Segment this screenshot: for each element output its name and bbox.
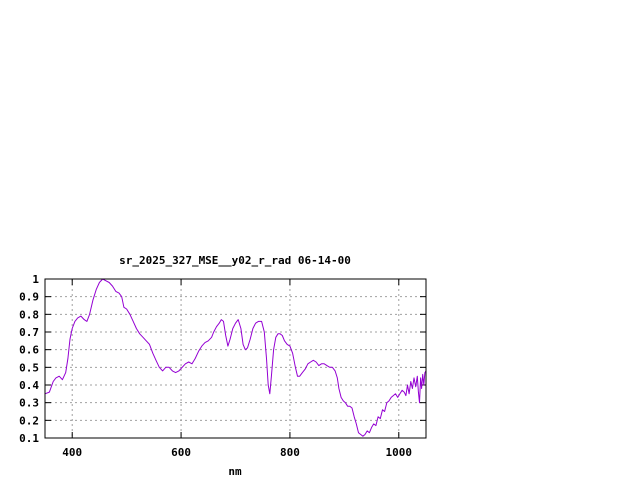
y-tick-label: 0.1	[19, 432, 39, 445]
x-axis-label: nm	[228, 465, 242, 478]
x-tick-labels: 400 600 800 1000	[62, 446, 412, 459]
y-tick-label: 0.5	[19, 361, 39, 374]
y-tick-label: 0.7	[19, 326, 39, 339]
y-tick-labels: 0.1 0.2 0.3 0.4 0.5 0.6 0.7 0.8 0.9 1	[19, 273, 39, 445]
series-line	[44, 278, 427, 437]
axis-ticks	[45, 278, 426, 439]
y-tick-label: 0.9	[19, 291, 39, 304]
x-tick-label: 600	[171, 446, 191, 459]
chart-title: sr_2025_327_MSE__y02_r_rad 06-14-00	[119, 254, 351, 267]
y-tick-label: 0.3	[19, 397, 39, 410]
plot-frame	[44, 278, 427, 439]
x-tick-label: 400	[62, 446, 82, 459]
y-tick-label: 0.6	[19, 344, 39, 357]
grid-lines	[45, 279, 426, 438]
y-tick-label: 1	[32, 273, 39, 286]
y-tick-label: 0.2	[19, 414, 39, 427]
x-tick-label: 800	[280, 446, 300, 459]
x-tick-label: 1000	[386, 446, 413, 459]
series-layer	[44, 278, 427, 437]
y-tick-label: 0.4	[19, 379, 39, 392]
y-tick-label: 0.8	[19, 308, 39, 321]
